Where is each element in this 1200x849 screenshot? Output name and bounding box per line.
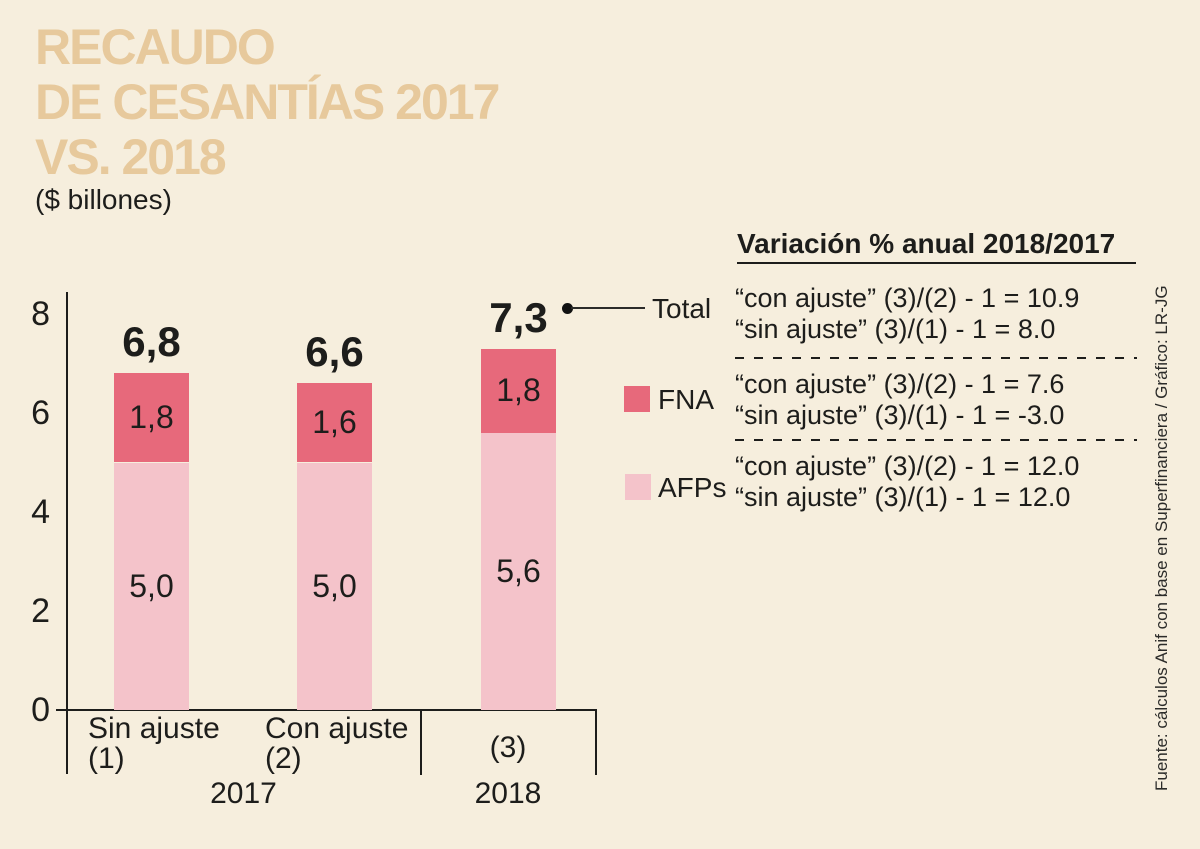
dashed-separator <box>735 357 1137 359</box>
bar-2018-3: 1,8 5,6 7,3 <box>481 0 556 849</box>
category-label-3: (3) <box>489 731 527 764</box>
total-callout-line <box>571 307 645 309</box>
units-subtitle: ($ billones) <box>35 184 172 215</box>
legend-fna-swatch <box>624 386 650 412</box>
category-number: (2) <box>265 742 302 775</box>
category-text: Con ajuste <box>265 712 409 745</box>
bar3-afps-segment: 5,6 <box>481 432 556 710</box>
category-number: (1) <box>88 742 125 775</box>
variation-line: “sin ajuste” (3)/(1) - 1 = 12.0 <box>735 482 1071 512</box>
page-title: RECAUDO DE CESANTÍAS 2017 VS. 2018 <box>35 19 500 185</box>
dashed-separator <box>735 439 1137 441</box>
variation-line: “sin ajuste” (3)/(1) - 1 = 8.0 <box>735 314 1056 344</box>
title-line-2: DE CESANTÍAS 2017 <box>35 74 500 130</box>
y-tick-label: 8 <box>31 295 50 333</box>
variation-line: “con ajuste” (3)/(2) - 1 = 10.9 <box>735 283 1080 313</box>
variation-section-fna: “con ajuste” (3)/(2) - 1 = 7.6 “sin ajus… <box>735 369 1155 431</box>
bar2-afps-segment: 5,0 <box>297 462 372 710</box>
category-label-sin-ajuste: Sin ajuste (1) <box>88 714 220 774</box>
title-line-3: VS. 2018 <box>35 129 227 185</box>
title-line-1: RECAUDO <box>35 19 276 75</box>
variation-line: “con ajuste” (3)/(2) - 1 = 7.6 <box>735 369 1065 399</box>
bar1-total-value: 6,8 <box>122 318 181 366</box>
group-label-2018: 2018 <box>474 777 542 810</box>
source-credit: Fuente: cálculos Anif con base en Superf… <box>1152 285 1171 791</box>
category-label-con-ajuste: Con ajuste (2) <box>265 714 408 774</box>
y-axis-line <box>66 292 68 774</box>
group-label-2017: 2017 <box>210 777 277 810</box>
bar1-afps-segment: 5,0 <box>114 462 189 710</box>
total-callout-dot <box>562 303 573 314</box>
y-tick-label: 6 <box>31 394 50 432</box>
bar2-fna-value: 1,6 <box>312 404 357 441</box>
group-divider <box>420 709 422 775</box>
legend-afps-label: AFPs <box>658 472 727 503</box>
variation-line: “con ajuste” (3)/(2) - 1 = 12.0 <box>735 451 1080 481</box>
category-text: Sin ajuste <box>88 712 220 745</box>
y-tick-label: 2 <box>31 592 50 630</box>
y-tick-label: 4 <box>31 493 50 531</box>
legend-afps-swatch <box>625 474 651 500</box>
variation-section-total: “con ajuste” (3)/(2) - 1 = 10.9 “sin aju… <box>735 283 1155 345</box>
y-tick-label: 0 <box>31 691 50 729</box>
bar3-fna-segment: 1,8 <box>481 348 556 433</box>
variation-line: “sin ajuste” (3)/(1) - 1 = -3.0 <box>735 400 1065 430</box>
bar2-afps-value: 5,0 <box>312 567 357 604</box>
bar-sin-ajuste-1: 1,8 5,0 6,8 <box>114 0 189 849</box>
axis-right-edge <box>595 709 597 775</box>
bar1-afps-value: 5,0 <box>129 567 174 604</box>
variation-section-afps: “con ajuste” (3)/(2) - 1 = 12.0 “sin aju… <box>735 451 1155 513</box>
bar-con-ajuste-2: 1,6 5,0 6,6 <box>297 0 372 849</box>
bar3-fna-value: 1,8 <box>496 372 541 409</box>
legend-total-label: Total <box>652 293 712 324</box>
bar1-fna-value: 1,8 <box>129 399 174 436</box>
bar3-total-value: 7,3 <box>489 293 548 341</box>
bar2-total-value: 6,6 <box>305 328 364 376</box>
bar3-afps-value: 5,6 <box>496 552 541 589</box>
variation-panel-title: Variación % anual 2018/2017 <box>737 228 1116 259</box>
bar2-fna-segment: 1,6 <box>297 383 372 463</box>
variation-title-underline <box>737 262 1136 264</box>
x-axis-baseline <box>56 709 597 711</box>
bar1-fna-segment: 1,8 <box>114 373 189 463</box>
legend-fna-label: FNA <box>658 384 714 415</box>
